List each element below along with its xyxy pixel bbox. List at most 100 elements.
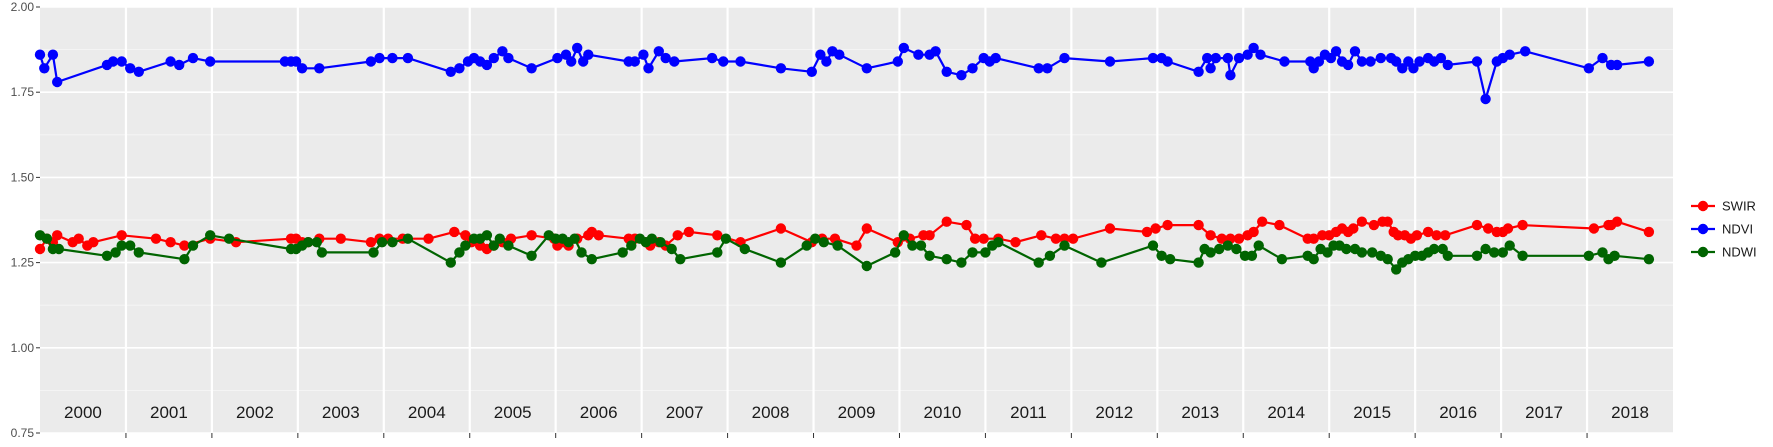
swir-data-point: [1162, 219, 1173, 231]
ndvi-data-point: [205, 56, 216, 67]
year-label: 2015: [1353, 403, 1391, 422]
ndvi-data-point: [669, 56, 680, 67]
ndvi-data-point: [1330, 46, 1342, 57]
y-axis: 0.75 1.00 1.25 1.50 1.75 2.00: [11, 0, 1588, 440]
ndwi-data-point: [739, 243, 750, 255]
swir-data-point: [969, 233, 981, 244]
swir-data-point: [1411, 230, 1423, 241]
swir-data-point: [851, 240, 862, 251]
ndwi-data-point: [387, 237, 398, 248]
ndvi-data-point: [1471, 56, 1483, 67]
ndwi-data-point: [53, 243, 65, 255]
ndvi-data-point: [1356, 56, 1368, 67]
ndwi-data-point: [956, 257, 967, 268]
ndvi-data-point: [1583, 63, 1595, 74]
swir-data-point: [1368, 219, 1380, 231]
ndwi-data-point: [445, 257, 456, 268]
ndvi-data-point: [39, 63, 50, 74]
ndvi-legend-marker: [1697, 223, 1709, 235]
ndvi-data-point: [1104, 56, 1116, 67]
swir-data-point: [1067, 233, 1079, 244]
swir-data-point: [423, 233, 434, 244]
ndvi-data-point: [1222, 52, 1234, 64]
swir-data-point: [1216, 233, 1228, 244]
ndwi-data-point: [179, 254, 190, 265]
swir-data-point: [1422, 226, 1434, 238]
year-label: 2003: [322, 403, 360, 422]
swir-data-point: [449, 226, 460, 238]
ndvi-data-point: [34, 49, 46, 60]
ndwi-data-point: [1341, 243, 1352, 255]
swir-data-point: [1483, 223, 1494, 234]
ndvi-data-point: [1349, 46, 1361, 57]
swir-data-point: [335, 233, 346, 244]
ndvi-data-point: [706, 52, 718, 64]
ndvi-data-point: [1193, 66, 1204, 78]
ndwi-data-point: [617, 247, 628, 258]
swir-legend-label: SWIR: [1722, 199, 1756, 214]
year-label: 2011: [1010, 403, 1047, 422]
ndvi-data-point: [125, 63, 136, 74]
ndwi-data-point: [890, 247, 901, 258]
ndvi-data-point: [165, 56, 176, 67]
swir-data-point: [179, 240, 190, 251]
year-label: 2002: [236, 403, 274, 422]
ndvi-data-point: [1342, 59, 1354, 71]
ndwi-data-point: [503, 240, 514, 251]
year-labels: 2000 2001 2002 2003 2004 2005 2006 2007 2008 2009…: [64, 403, 1649, 422]
ndwi-data-point: [1165, 254, 1176, 265]
ndwi-data-point: [454, 247, 465, 258]
swir-data-point: [1257, 216, 1268, 227]
swir-data-point: [34, 243, 46, 255]
ndwi-data-point: [1356, 247, 1368, 258]
ndvi-data-point: [629, 56, 640, 67]
year-label: 2004: [408, 403, 446, 422]
ndwi-data-point: [368, 247, 379, 258]
ndwi-data-point: [1497, 247, 1509, 258]
ndwi-data-point: [907, 240, 918, 251]
ndvi-legend-label: NDVI: [1722, 222, 1753, 237]
ndvi-data-point: [821, 56, 832, 67]
ndwi-data-point: [967, 247, 978, 258]
ndvi-data-point: [956, 70, 967, 81]
ndwi-data-point: [1442, 250, 1454, 261]
ndwi-data-point: [1231, 243, 1242, 255]
ndvi-data-point: [1365, 56, 1376, 67]
year-label: 2009: [838, 403, 876, 422]
ndwi-data-point: [205, 230, 216, 241]
ndvi-data-point: [1279, 56, 1290, 67]
ndwi-data-point: [1391, 264, 1402, 275]
ndvi-data-point: [1210, 52, 1222, 64]
ndwi-data-point: [1214, 243, 1225, 255]
ndwi-data-point: [1096, 257, 1107, 268]
ndwi-data-point: [1044, 250, 1056, 261]
ndwi-data-point: [993, 237, 1004, 248]
ndvi-data-point: [387, 52, 398, 64]
swir-legend-marker: [1697, 200, 1709, 212]
ndvi-data-point: [52, 76, 63, 88]
ndvi-data-point: [187, 52, 199, 64]
swir-data-point: [1104, 223, 1116, 234]
y-tick-label: 0.75: [11, 426, 35, 440]
ndvi-data-point: [1435, 52, 1447, 64]
ndvi-data-point: [1162, 56, 1173, 67]
year-label: 2005: [494, 403, 532, 422]
ndvi-data-point: [1205, 63, 1216, 74]
ndvi-data-point: [374, 52, 385, 64]
ndvi-data-point: [583, 49, 594, 60]
ndvi-data-point: [913, 49, 924, 60]
ndvi-data-point: [775, 63, 787, 74]
ndvi-data-point: [861, 63, 872, 74]
grid-lines: [40, 6, 1673, 434]
ndwi-data-point: [1597, 247, 1608, 258]
ndwi-data-point: [801, 240, 812, 251]
ndvi-data-point: [314, 63, 325, 74]
ndvi-data-point: [1480, 93, 1491, 105]
swir-data-point: [1274, 219, 1285, 231]
ndvi-data-point: [1147, 52, 1159, 64]
swir-data-point: [683, 226, 695, 238]
ndvi-data-point: [1225, 70, 1236, 81]
ndvi-data-point: [1375, 52, 1387, 64]
swir-data-point: [1205, 230, 1216, 241]
ndwi-data-point: [915, 240, 927, 251]
